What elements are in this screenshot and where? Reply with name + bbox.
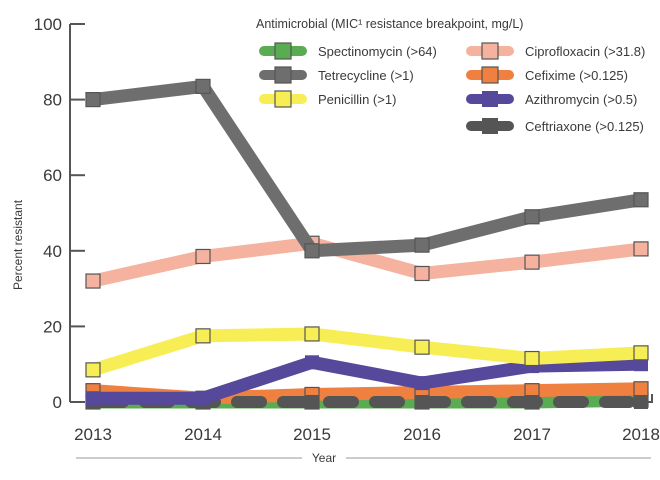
legend-item: Cefixime (>0.125) (466, 66, 628, 84)
legend-title: Antimicrobial (MIC¹ resistance breakpoin… (256, 17, 523, 31)
series-ciprofloxacin (85, 235, 649, 289)
legend-item: Azithromycin (>0.5) (466, 91, 637, 107)
y-tick-label: 40 (43, 242, 62, 261)
data-point (633, 345, 649, 361)
data-point (305, 395, 319, 409)
data-point (415, 395, 429, 409)
data-point (304, 326, 320, 342)
data-point (633, 241, 649, 257)
data-point (85, 91, 101, 108)
legend-swatch-marker (482, 118, 498, 134)
data-point (196, 391, 210, 406)
series-layer (85, 78, 649, 410)
data-point (524, 254, 540, 270)
series-penicillin (85, 326, 649, 378)
data-point (85, 362, 101, 378)
legend-label: Spectinomycin (>64) (318, 44, 437, 59)
y-tick-label: 60 (43, 166, 62, 185)
data-point (305, 355, 319, 370)
series-line (92, 79, 643, 258)
legend-item: Ceftriaxone (>0.125) (466, 118, 644, 134)
data-point (414, 339, 430, 355)
legend-label: Ceftriaxone (>0.125) (525, 119, 644, 134)
data-point (633, 192, 649, 208)
legend-item: Spectinomycin (>64) (259, 42, 437, 60)
legend-label: Tetrecycline (>1) (318, 68, 414, 83)
data-point (634, 357, 648, 372)
legend-label: Ciprofloxacin (>31.8) (525, 44, 645, 59)
axes: 0 20 40 60 80 100 2013 2014 2015 2016 2017 2018 (34, 15, 660, 444)
legend-item: Ciprofloxacin (>31.8) (466, 42, 645, 60)
y-tick-label: 20 (43, 317, 62, 336)
data-point (195, 78, 211, 94)
legend-swatch-marker (274, 90, 292, 108)
series-line (93, 355, 642, 405)
data-point (304, 243, 320, 259)
series-tetrecycline (85, 78, 649, 259)
series-line (91, 327, 642, 377)
legend-swatch-marker (274, 42, 292, 60)
data-point (634, 395, 648, 409)
legend-item: Tetrecycline (>1) (259, 66, 414, 84)
x-axis-label: Year (312, 451, 336, 465)
x-tick-label: 2018 (622, 425, 660, 444)
data-point (195, 328, 211, 344)
data-point (414, 237, 430, 253)
legend-label: Penicillin (>1) (318, 92, 396, 107)
data-point (85, 273, 101, 289)
legend-swatch-marker (274, 66, 292, 84)
x-tick-label: 2014 (184, 425, 222, 444)
y-tick-label: 80 (43, 91, 62, 110)
legend: Antimicrobial (MIC¹ resistance breakpoin… (256, 17, 645, 134)
data-point (86, 391, 100, 406)
x-tick-label: 2015 (293, 425, 331, 444)
y-axis-label: Percent resistant (11, 199, 25, 290)
data-point (524, 350, 540, 367)
data-point (415, 376, 429, 391)
y-tick-label: 0 (53, 393, 62, 412)
data-point (195, 248, 211, 265)
legend-swatch-marker (481, 66, 499, 84)
legend-swatch-marker (482, 91, 498, 107)
legend-item: Penicillin (>1) (259, 90, 396, 108)
x-tick-label: 2017 (513, 425, 551, 444)
data-point (524, 209, 540, 225)
legend-swatch-marker (481, 42, 499, 60)
data-point (633, 381, 649, 397)
series-line (91, 236, 642, 288)
data-point (414, 265, 430, 282)
x-tick-label: 2016 (403, 425, 441, 444)
data-point (525, 395, 539, 409)
legend-label: Cefixime (>0.125) (525, 68, 628, 83)
y-tick-label: 100 (34, 15, 62, 34)
legend-label: Azithromycin (>0.5) (525, 92, 637, 107)
x-tick-label: 2013 (74, 425, 112, 444)
